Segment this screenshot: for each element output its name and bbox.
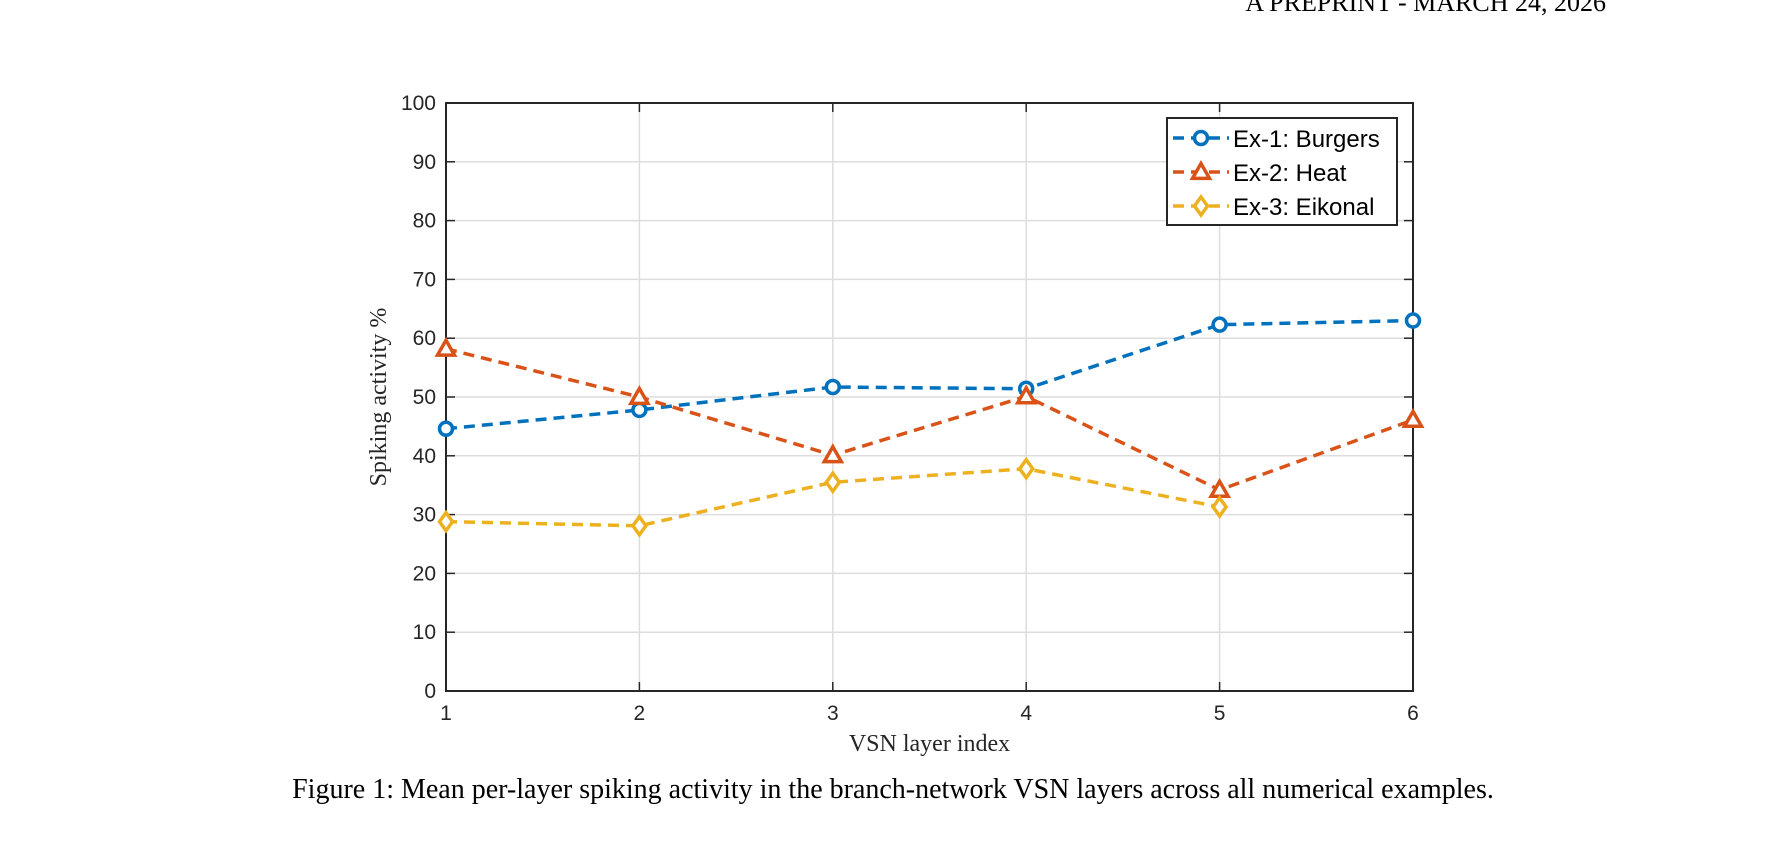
y-tick-label-0: 0 <box>424 680 436 703</box>
data-point-s0-2 <box>824 378 842 396</box>
y-tick-label-30: 30 <box>413 504 436 527</box>
data-point-s1-5 <box>1401 407 1425 429</box>
series-0 <box>437 312 1422 438</box>
x-tick-label-5: 5 <box>1214 702 1226 725</box>
data-point-s0-0 <box>437 420 455 438</box>
data-point-s2-0 <box>437 509 455 534</box>
plot-frame <box>445 102 1414 692</box>
data-point-s1-1 <box>627 384 651 406</box>
series-line-1 <box>445 347 1414 492</box>
y-tick-label-100: 100 <box>401 92 436 115</box>
data-point-s0-1 <box>631 401 648 419</box>
figure-caption: Figure 1: Mean per-layer spiking activit… <box>292 774 1494 805</box>
x-tick-label-2: 2 <box>634 702 646 725</box>
x-tick-label-6: 6 <box>1407 702 1419 725</box>
legend-label-2: Ex-3: Eikonal <box>1233 194 1374 221</box>
data-point-s1-3 <box>1014 384 1038 405</box>
x-axis-label: VSN layer index <box>849 731 1010 757</box>
series-layer <box>434 312 1425 538</box>
y-tick-label-60: 60 <box>413 327 436 350</box>
y-axis-label: Spiking activity % <box>366 308 392 487</box>
series-2 <box>437 456 1229 538</box>
data-point-s2-1 <box>630 513 649 538</box>
data-point-s2-4 <box>1210 494 1229 519</box>
data-point-s2-2 <box>824 470 842 495</box>
series-line-2 <box>445 466 1220 528</box>
running-header: A PREPRINT - MARCH 24, 2026 <box>1245 0 1606 17</box>
x-tick-label-1: 1 <box>440 702 452 725</box>
y-tick-label-10: 10 <box>413 621 436 644</box>
legend: Ex-1: Burgers Ex-2: Heat Ex-3: Eikonal <box>1166 117 1398 226</box>
data-point-s1-0 <box>434 336 458 357</box>
y-tick-label-20: 20 <box>413 562 436 585</box>
y-tick-label-70: 70 <box>413 268 436 291</box>
y-tick-label-80: 80 <box>413 210 436 233</box>
legend-marker-2 <box>1192 194 1210 218</box>
legend-label-1: Ex-2: Heat <box>1233 160 1347 187</box>
data-point-s2-3 <box>1017 456 1035 481</box>
legend-marker-1 <box>1189 159 1213 181</box>
data-point-s1-2 <box>821 443 845 464</box>
legend-label-0: Ex-1: Burgers <box>1233 126 1380 153</box>
data-point-s0-4 <box>1211 316 1228 333</box>
y-tick-label-90: 90 <box>413 151 436 174</box>
x-tick-label-3: 3 <box>827 702 839 725</box>
x-tick-label-4: 4 <box>1020 702 1032 725</box>
y-tick-label-50: 50 <box>413 386 436 409</box>
series-line-0 <box>445 318 1414 431</box>
y-tick-label-40: 40 <box>413 445 436 468</box>
legend-marker-0 <box>1192 129 1210 147</box>
data-point-s0-5 <box>1404 312 1422 329</box>
